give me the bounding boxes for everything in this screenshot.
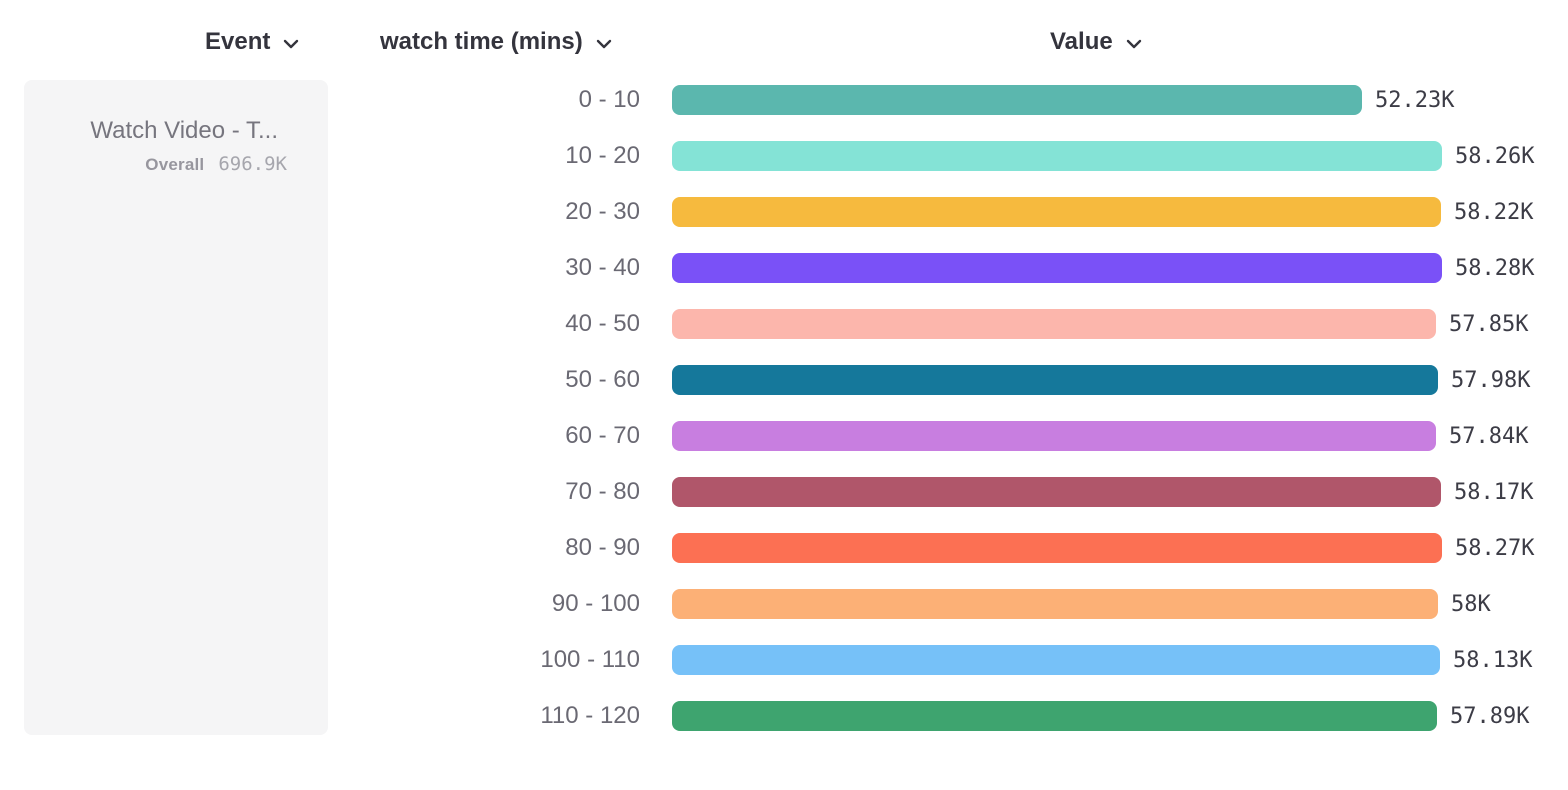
- row-label: 100 - 110: [540, 646, 640, 673]
- row-label: 50 - 60: [565, 366, 640, 393]
- row-label: 40 - 50: [565, 310, 640, 337]
- row-label: 10 - 20: [565, 142, 640, 169]
- bar[interactable]: [672, 253, 1442, 283]
- chart-row: 90 - 100 58K: [0, 576, 1568, 632]
- bar[interactable]: [672, 85, 1362, 115]
- chart-row: 10 - 20 58.26K: [0, 128, 1568, 184]
- column-header-value[interactable]: Value: [1050, 27, 1142, 57]
- column-header-event[interactable]: Event: [205, 27, 299, 57]
- bar-value: 58.28K: [1455, 255, 1535, 281]
- row-label: 70 - 80: [565, 478, 640, 505]
- chevron-down-icon: [596, 39, 611, 48]
- bar[interactable]: [672, 141, 1442, 171]
- bar-value: 58.27K: [1455, 535, 1535, 561]
- row-label: 0 - 10: [578, 86, 640, 113]
- bar-value: 57.98K: [1451, 367, 1531, 393]
- bar-value: 52.23K: [1375, 87, 1455, 113]
- column-header-breakdown[interactable]: watch time (mins): [380, 27, 612, 57]
- chart-row: 0 - 10 52.23K: [0, 72, 1568, 128]
- bar-value: 58.22K: [1454, 199, 1534, 225]
- bar[interactable]: [672, 365, 1438, 395]
- chart-row: 40 - 50 57.85K: [0, 296, 1568, 352]
- row-label: 20 - 30: [565, 198, 640, 225]
- row-label: 80 - 90: [565, 534, 640, 561]
- event-title: Watch Video - T...: [90, 117, 278, 144]
- column-header-event-label: Event: [205, 28, 271, 55]
- chart-row: 110 - 120 57.89K: [0, 688, 1568, 744]
- chart-row: 80 - 90 58.27K: [0, 520, 1568, 576]
- chart-rows: 0 - 10 52.23K 10 - 20 58.26K 20 - 30 58.…: [0, 72, 1568, 744]
- bar-value: 58.13K: [1453, 647, 1533, 673]
- row-label: 60 - 70: [565, 422, 640, 449]
- overall-value: 696.9K: [218, 153, 287, 175]
- event-overall-stat: Overall 696.9K: [24, 153, 287, 175]
- event-card[interactable]: Watch Video - T... Overall 696.9K: [24, 80, 328, 735]
- bar[interactable]: [672, 533, 1442, 563]
- chart-row: 60 - 70 57.84K: [0, 408, 1568, 464]
- bar[interactable]: [672, 309, 1436, 339]
- bar[interactable]: [672, 645, 1440, 675]
- bar-value: 57.89K: [1450, 703, 1530, 729]
- bar[interactable]: [672, 701, 1437, 731]
- bar[interactable]: [672, 477, 1441, 507]
- chart-row: 30 - 40 58.28K: [0, 240, 1568, 296]
- bar[interactable]: [672, 197, 1441, 227]
- bar[interactable]: [672, 421, 1436, 451]
- row-label: 30 - 40: [565, 254, 640, 281]
- overall-label: Overall: [145, 155, 205, 174]
- bar-value: 58.17K: [1454, 479, 1534, 505]
- column-header-breakdown-label: watch time (mins): [380, 28, 583, 55]
- row-label: 90 - 100: [551, 590, 640, 617]
- chevron-down-icon: [1126, 39, 1141, 48]
- chart-row: 100 - 110 58.13K: [0, 632, 1568, 688]
- chevron-down-icon: [284, 39, 299, 48]
- chart-row: 20 - 30 58.22K: [0, 184, 1568, 240]
- bar-value: 57.84K: [1449, 423, 1529, 449]
- column-header-value-label: Value: [1050, 28, 1113, 55]
- bar[interactable]: [672, 589, 1438, 619]
- chart-row: 70 - 80 58.17K: [0, 464, 1568, 520]
- row-label: 110 - 120: [540, 702, 640, 729]
- bar-value: 58K: [1451, 591, 1491, 617]
- chart-row: 50 - 60 57.98K: [0, 352, 1568, 408]
- bar-value: 57.85K: [1449, 311, 1529, 337]
- bar-value: 58.26K: [1455, 143, 1535, 169]
